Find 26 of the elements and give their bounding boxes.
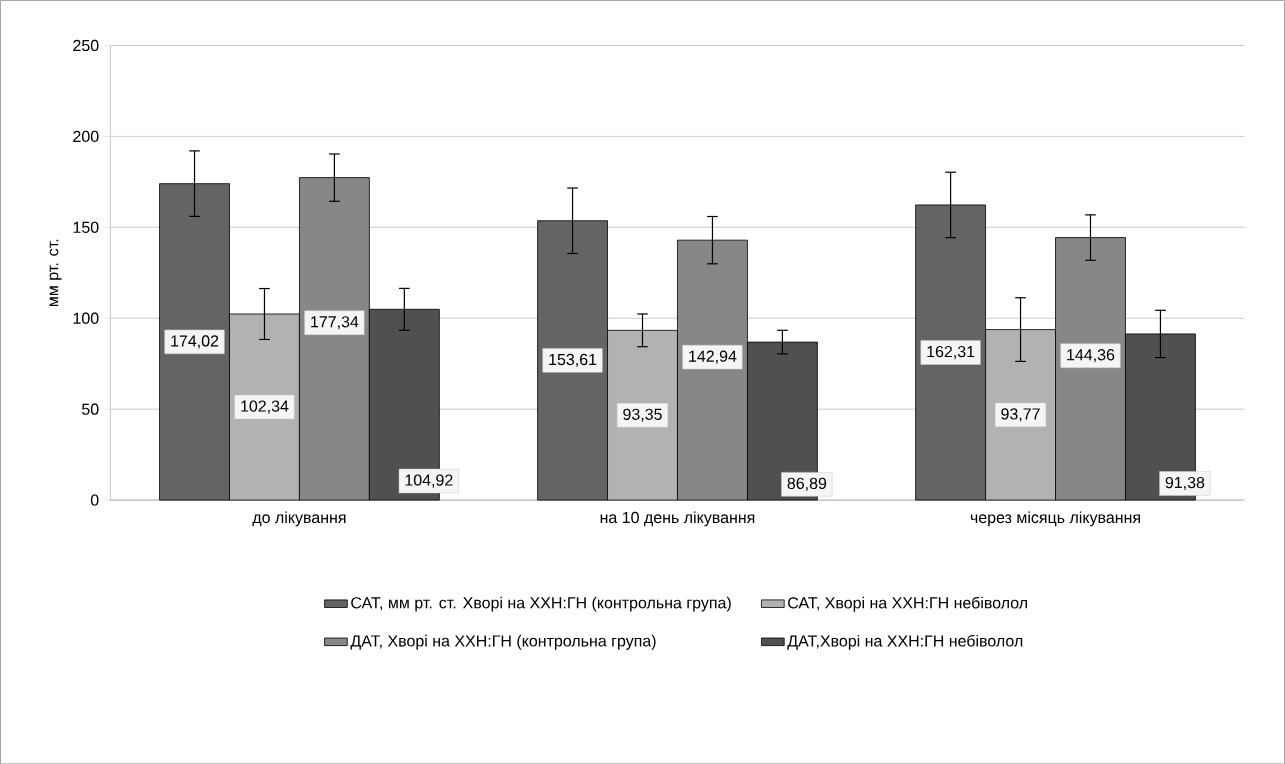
y-tick-label: 150 [73, 221, 99, 233]
legend-label: ДАТ, Хворі на ХХН:ГН (контрольна група) [350, 634, 656, 650]
y-tick-label: 200 [73, 130, 99, 142]
y-tick-label: 100 [73, 312, 99, 324]
x-tick-label: на 10 день лікування [600, 511, 755, 527]
legend-label: ДАТ,Хворі на ХХН:ГН небіволол [787, 634, 1023, 650]
data-label: 142,94 [689, 350, 737, 364]
legend-label: САТ, мм рт. ст. Хворі на ХХН:ГН (контрольна група) [351, 596, 731, 612]
y-tick-label: 50 [82, 403, 99, 415]
data-label: 104,92 [405, 474, 453, 488]
data-label: 93,77 [1001, 408, 1040, 422]
data-label: 153,61 [549, 353, 597, 367]
data-label: 93,35 [623, 408, 662, 422]
x-tick-label: через місяць лікування [970, 511, 1140, 527]
data-label: 162,31 [927, 345, 975, 359]
data-label: 102,34 [241, 400, 289, 414]
data-label: 86,89 [787, 477, 827, 491]
y-axis-title: мм рт. ст. [49, 239, 62, 306]
y-tick-label: 250 [73, 39, 99, 51]
data-label: 91,38 [1165, 476, 1205, 490]
data-label: 174,02 [171, 335, 219, 349]
data-label: 144,36 [1067, 348, 1115, 363]
data-label: 177,34 [311, 315, 359, 330]
x-tick-label: до лікування [252, 511, 346, 527]
y-tick-label: 0 [90, 494, 99, 506]
legend-label: САТ, Хворі на ХХН:ГН небіволол [788, 596, 1027, 612]
